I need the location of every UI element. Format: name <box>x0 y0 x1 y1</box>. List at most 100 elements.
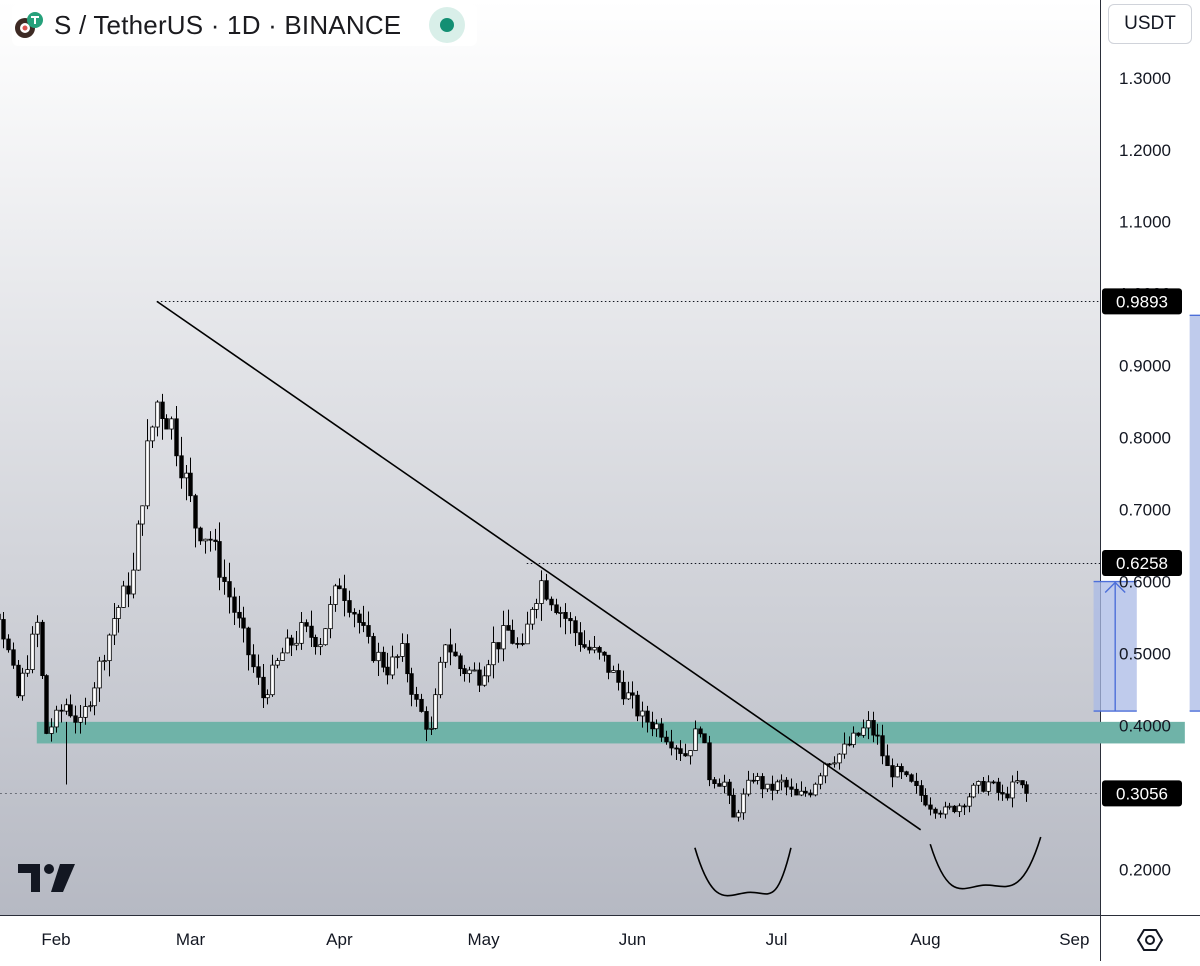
candle-body <box>161 402 165 419</box>
candle <box>953 805 957 813</box>
candle-body <box>814 784 818 795</box>
candle-body <box>425 711 429 729</box>
candle-body <box>948 806 952 807</box>
candle-body <box>583 645 587 648</box>
candle <box>910 773 914 782</box>
candle-body <box>752 780 756 781</box>
candle-body <box>838 754 842 763</box>
candle-body <box>137 524 141 570</box>
target-range-box <box>1190 315 1200 711</box>
candle-body <box>603 652 607 655</box>
candle-body <box>1006 794 1010 798</box>
candle-body <box>526 624 530 644</box>
candle-body <box>410 674 414 695</box>
candle-body <box>900 766 904 771</box>
candle-body <box>45 676 49 734</box>
price-label: 0.9893 <box>1102 288 1182 314</box>
candle-body <box>98 661 102 688</box>
candle-body <box>502 626 506 649</box>
currency-selector-button[interactable]: USDT <box>1108 4 1192 44</box>
candle-body <box>271 665 275 695</box>
candle-body <box>55 710 59 727</box>
tradingview-logo-icon[interactable] <box>18 862 76 894</box>
candle-body <box>406 644 410 674</box>
candle-body <box>742 794 746 813</box>
candle-body <box>449 645 453 652</box>
candle-body <box>295 643 299 645</box>
candle-body <box>771 784 775 790</box>
candle-body <box>497 643 501 649</box>
candle-body <box>579 633 583 645</box>
candle-body <box>728 782 732 795</box>
candle-body <box>569 618 573 620</box>
candle-body <box>362 622 366 625</box>
candle-body <box>194 496 198 528</box>
x-tick-label: Mar <box>176 930 206 949</box>
s-coin-icon <box>14 10 44 40</box>
candle-body <box>646 711 650 722</box>
candle-body <box>353 612 357 614</box>
candle-body <box>1016 781 1020 782</box>
symbol-header[interactable]: S / TetherUS · 1D · BINANCE <box>12 4 477 46</box>
candle-body <box>920 786 924 796</box>
candle-body <box>228 582 232 597</box>
candle <box>439 657 443 698</box>
candle-body <box>804 791 808 793</box>
candle-body <box>334 586 338 605</box>
x-tick-label: Jun <box>619 930 646 949</box>
candle-body <box>50 727 54 734</box>
candle-body <box>459 656 463 669</box>
candle-body <box>65 705 69 711</box>
candle-body <box>483 676 487 685</box>
candle <box>41 620 45 679</box>
candle-body <box>31 634 35 669</box>
candle-body <box>319 645 323 647</box>
candle-body <box>434 695 438 729</box>
target-projection[interactable] <box>1190 315 1200 711</box>
candle-body <box>310 626 314 637</box>
candle-body <box>487 665 491 676</box>
candle-body <box>21 673 25 696</box>
x-tick-label: Aug <box>910 930 940 949</box>
candle-body <box>247 628 251 655</box>
x-tick-label: May <box>467 930 500 949</box>
candle-body <box>891 766 895 777</box>
candle-body <box>800 791 804 795</box>
candle-body <box>218 542 222 578</box>
candle-body <box>559 612 563 613</box>
candle-body <box>968 797 972 806</box>
candle <box>372 633 376 663</box>
candle-body <box>944 807 948 814</box>
candle-body <box>439 662 443 694</box>
chart-settings-button[interactable] <box>1134 924 1166 956</box>
candle-body <box>622 682 626 699</box>
candle-body <box>588 647 592 650</box>
candle <box>434 688 438 729</box>
candle-body <box>17 665 21 696</box>
candle-body <box>511 630 515 643</box>
candle-body <box>881 736 885 756</box>
candle-body <box>463 669 467 674</box>
candle-body <box>103 661 107 662</box>
candle-body <box>180 456 184 478</box>
candle-body <box>756 776 760 780</box>
candle-body <box>444 645 448 662</box>
y-tick-label: 1.3000 <box>1119 69 1171 88</box>
candle <box>814 783 818 797</box>
market-status-icon[interactable] <box>429 7 465 43</box>
candle-body <box>146 441 150 506</box>
candle-body <box>189 473 193 496</box>
candle-body <box>89 706 93 707</box>
candle-body <box>843 744 847 754</box>
candle-body <box>430 728 434 729</box>
candle-body <box>367 626 371 637</box>
x-tick-label: Sep <box>1059 930 1089 949</box>
candle-body <box>992 782 996 783</box>
candle-body <box>60 710 64 711</box>
candle-body <box>300 623 304 644</box>
candle-body <box>281 653 285 661</box>
y-tick-label: 0.8000 <box>1119 429 1171 448</box>
candle-body <box>257 667 261 678</box>
y-tick-label: 0.7000 <box>1119 501 1171 520</box>
